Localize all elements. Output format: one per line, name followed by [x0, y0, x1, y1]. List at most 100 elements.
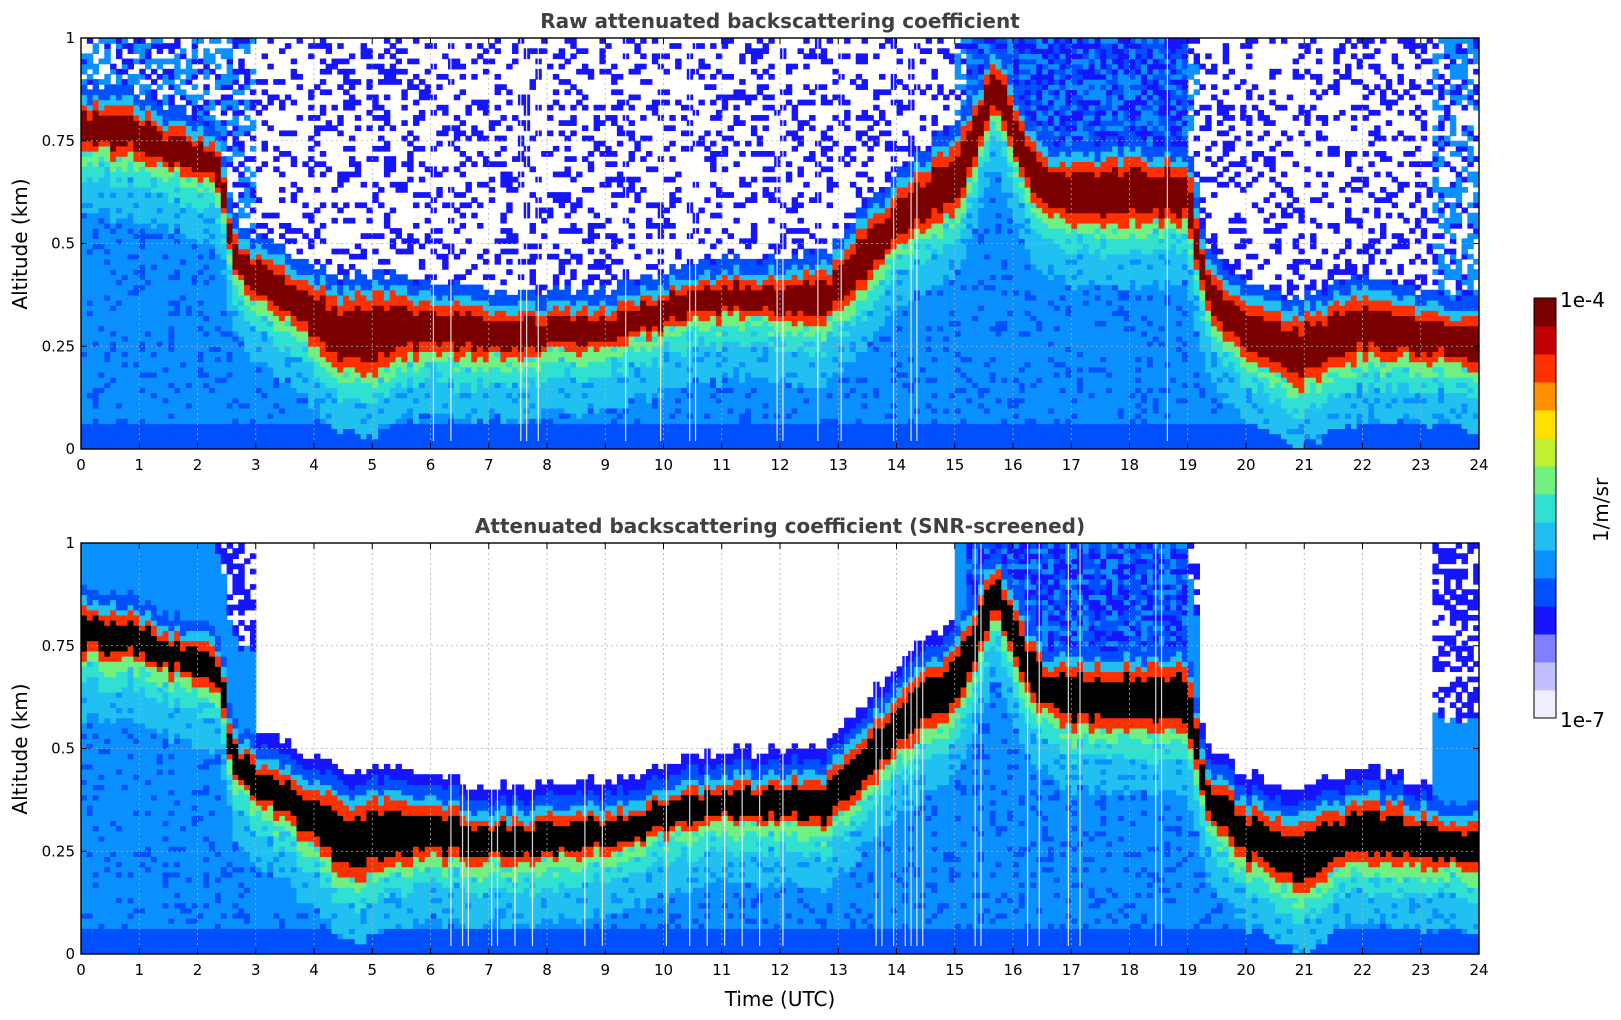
heatmap-cell: [284, 428, 292, 435]
heatmap-cell: [133, 151, 140, 157]
heatmap-cell: [581, 104, 589, 111]
heatmap-cell: [92, 68, 100, 75]
heatmap-cell: [121, 104, 129, 111]
heatmap-cell: [145, 294, 152, 301]
heatmap-cell: [174, 315, 181, 322]
heatmap-cell: [302, 320, 309, 327]
heatmap-cell: [145, 269, 152, 275]
heatmap-cell: [121, 274, 129, 281]
heatmap-cell: [308, 438, 315, 445]
heatmap-cell: [115, 387, 123, 394]
heatmap-cell: [500, 377, 507, 383]
heatmap-cell: [191, 140, 199, 147]
heatmap-cell: [302, 294, 309, 301]
heatmap-cell: [145, 274, 152, 281]
heatmap-cell: [133, 305, 140, 311]
heatmap-cell: [238, 63, 245, 70]
heatmap-cell: [436, 397, 443, 404]
heatmap-cell: [267, 269, 274, 275]
heatmap-cell: [110, 320, 117, 327]
heatmap-cell: [348, 53, 356, 60]
heatmap-cell: [185, 387, 193, 394]
heatmap-cell: [104, 181, 111, 188]
heatmap-cell: [203, 104, 210, 111]
heatmap-cell: [564, 79, 571, 85]
heatmap-cell: [506, 428, 513, 435]
heatmap-cell: [284, 346, 292, 352]
heatmap-cell: [290, 289, 298, 296]
heatmap-cell: [512, 310, 519, 317]
heatmap-cell: [529, 366, 536, 373]
heatmap-cell: [214, 192, 222, 198]
heatmap-cell: [605, 438, 612, 445]
heatmap-cell: [325, 433, 333, 440]
heatmap-cell: [552, 413, 560, 419]
heatmap-cell: [145, 392, 152, 399]
heatmap-cell: [453, 284, 461, 291]
heatmap-cell: [133, 279, 140, 286]
heatmap-cell: [255, 238, 263, 245]
heatmap-cell: [92, 300, 100, 306]
heatmap-cell: [115, 73, 123, 80]
heatmap-cell: [145, 279, 152, 286]
heatmap-cell: [86, 433, 94, 440]
heatmap-cell: [296, 38, 303, 44]
heatmap-cell: [273, 289, 280, 296]
heatmap-cell: [547, 320, 554, 327]
heatmap-cell: [174, 284, 181, 291]
heatmap-cell: [413, 315, 420, 322]
heatmap-cell: [104, 351, 111, 358]
heatmap-cell: [115, 120, 123, 126]
heatmap-cell: [209, 115, 216, 121]
heatmap-cell: [203, 212, 210, 219]
heatmap-cell: [86, 104, 94, 111]
heatmap-cell: [168, 366, 175, 373]
heatmap-cell: [389, 366, 397, 373]
heatmap-cell: [389, 274, 397, 281]
heatmap-cell: [145, 397, 152, 404]
heatmap-cell: [255, 433, 263, 440]
heatmap-cell: [81, 264, 88, 270]
heatmap-cell: [261, 258, 268, 265]
heatmap-cell: [401, 371, 408, 378]
heatmap-cell: [529, 418, 536, 424]
heatmap-cell: [209, 197, 216, 203]
heatmap-cell: [133, 79, 140, 85]
heatmap-cell: [570, 176, 577, 183]
heatmap-cell: [471, 197, 478, 203]
heatmap-cell: [372, 156, 379, 162]
heatmap-cell: [121, 84, 129, 90]
heatmap-cell: [453, 300, 461, 306]
heatmap-cell: [150, 156, 158, 162]
heatmap-cell: [238, 443, 245, 449]
heatmap-cell: [547, 115, 554, 121]
heatmap-cell: [506, 176, 513, 183]
heatmap-cell: [401, 135, 408, 142]
heatmap-cell: [180, 140, 187, 147]
heatmap-cell: [284, 443, 292, 449]
heatmap-cell: [81, 428, 88, 435]
heatmap-cell: [273, 325, 280, 332]
heatmap-raw: [81, 38, 1479, 449]
heatmap-cell: [203, 253, 210, 260]
heatmap-cell: [92, 423, 100, 430]
heatmap-cell: [115, 382, 123, 388]
heatmap-cell: [139, 325, 146, 332]
heatmap-cell: [127, 140, 135, 147]
heatmap-cell: [145, 145, 152, 152]
heatmap-cell: [127, 94, 135, 101]
heatmap-cell: [442, 335, 449, 342]
heatmap-cell: [121, 387, 129, 394]
heatmap-cell: [401, 238, 408, 245]
heatmap-cell: [162, 145, 169, 152]
heatmap-cell: [611, 392, 618, 399]
heatmap-cell: [244, 130, 251, 137]
heatmap-cell: [162, 176, 169, 183]
heatmap-cell: [156, 135, 164, 142]
heatmap-cell: [145, 423, 152, 430]
heatmap-cell: [203, 387, 210, 394]
heatmap-cell: [413, 284, 420, 291]
heatmap-cell: [168, 217, 175, 224]
heatmap-cell: [261, 120, 268, 126]
heatmap-cell: [343, 443, 350, 449]
